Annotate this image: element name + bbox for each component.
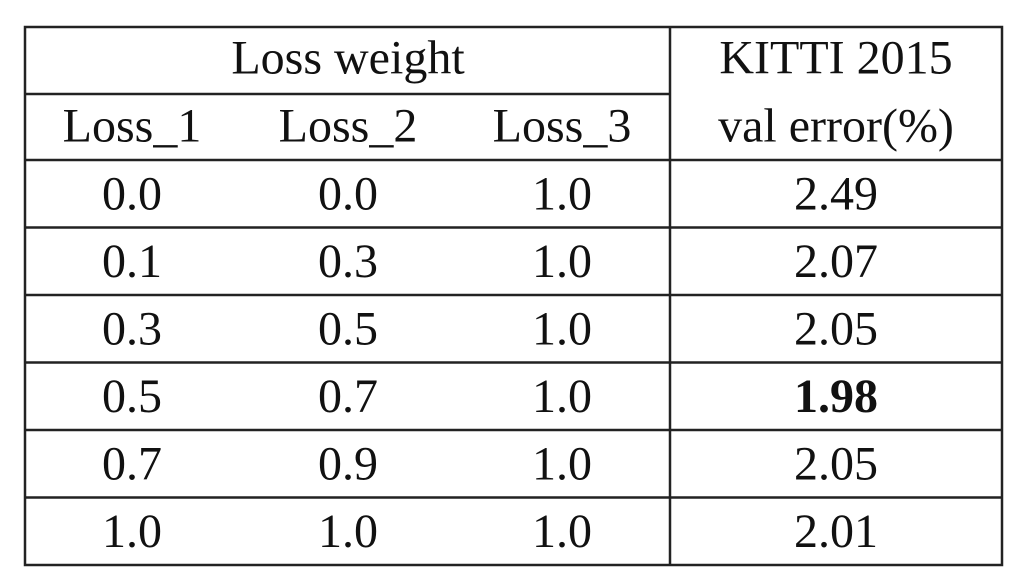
cell: 1.0 <box>532 167 592 220</box>
cell: 0.5 <box>318 302 378 355</box>
column-header: Loss_1 <box>63 100 202 153</box>
cell: 2.05 <box>794 302 878 355</box>
cell: 0.0 <box>102 167 162 220</box>
cell: 1.0 <box>532 505 592 558</box>
cell: 0.3 <box>318 235 378 288</box>
cell: 1.0 <box>532 370 592 423</box>
group-header: Loss weight <box>231 32 465 85</box>
cell: 0.5 <box>102 370 162 423</box>
cell: 1.0 <box>532 302 592 355</box>
cell: 0.1 <box>102 235 162 288</box>
cell: 2.01 <box>794 505 878 558</box>
cell: 1.0 <box>532 437 592 490</box>
cell: 0.7 <box>102 437 162 490</box>
cell: 1.0 <box>318 505 378 558</box>
cell: 1.0 <box>532 235 592 288</box>
column-header: Loss_2 <box>279 100 418 153</box>
cell: 2.05 <box>794 437 878 490</box>
metric-header: val error(%) <box>718 100 954 153</box>
cell: 1.0 <box>102 505 162 558</box>
cell: 2.07 <box>794 235 878 288</box>
column-header: Loss_3 <box>493 100 632 153</box>
cell: 1.98 <box>794 370 878 423</box>
cell: 2.49 <box>794 167 878 220</box>
cell: 0.3 <box>102 302 162 355</box>
cell: 0.9 <box>318 437 378 490</box>
cell: 0.0 <box>318 167 378 220</box>
cell: 0.7 <box>318 370 378 423</box>
metric-header: KITTI 2015 <box>719 32 952 85</box>
